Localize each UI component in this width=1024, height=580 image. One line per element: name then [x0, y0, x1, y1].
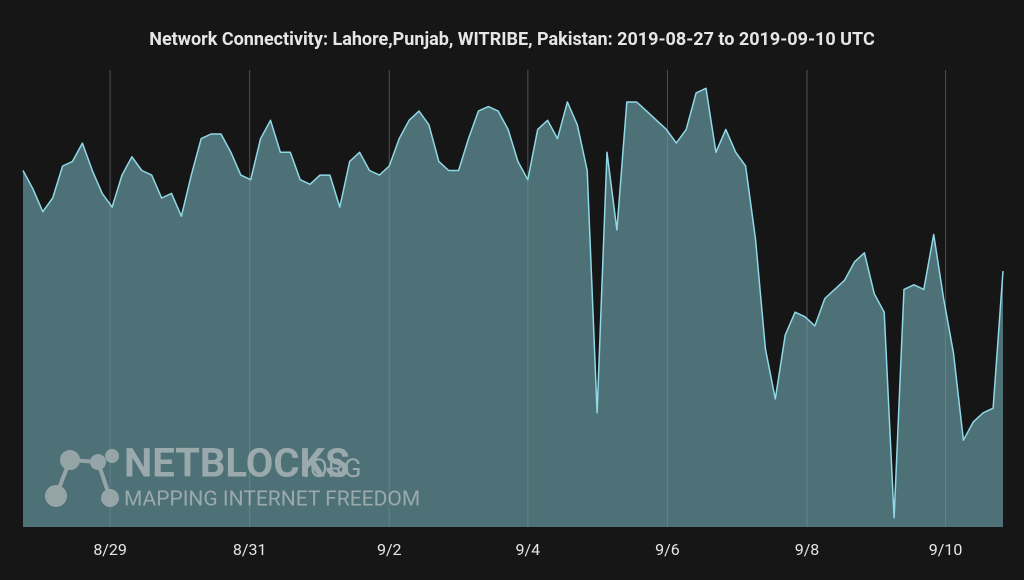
chart-title: Network Connectivity: Lahore,Punjab, WIT…: [149, 29, 875, 50]
x-tick-label: 9/10: [929, 540, 963, 559]
watermark-tagline: MAPPING INTERNET FREEDOM: [124, 488, 420, 512]
x-tick-label: 9/4: [516, 540, 541, 559]
watermark-brand: NETBLOCKS: [124, 440, 350, 487]
watermark: NETBLOCKS .ORG MAPPING INTERNET FREEDOM: [45, 440, 420, 512]
x-tick-label: 9/8: [795, 540, 820, 559]
x-tick-label: 8/29: [93, 540, 127, 559]
watermark-logo: [45, 449, 119, 507]
x-tick-label: 8/31: [233, 540, 267, 559]
x-tick-label: 9/6: [655, 540, 680, 559]
x-tick-label: 9/2: [377, 540, 402, 559]
area-line: [22, 87, 1004, 519]
watermark-suffix: .ORG: [303, 454, 361, 484]
area-fill: [23, 88, 1003, 528]
